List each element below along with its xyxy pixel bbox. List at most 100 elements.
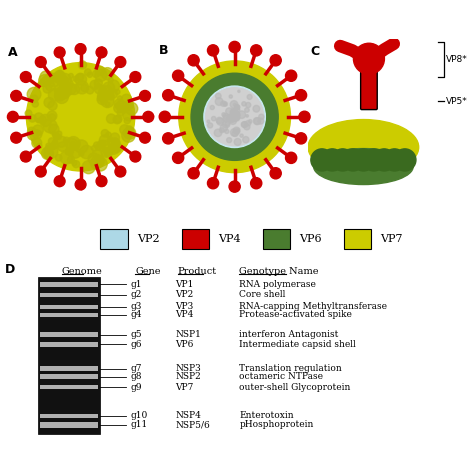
Circle shape — [222, 120, 230, 128]
Circle shape — [40, 71, 54, 84]
Circle shape — [96, 47, 107, 58]
Circle shape — [235, 107, 238, 110]
Circle shape — [234, 112, 237, 114]
Circle shape — [332, 149, 354, 171]
Circle shape — [101, 94, 114, 108]
Circle shape — [66, 148, 73, 155]
Circle shape — [41, 120, 46, 125]
Circle shape — [117, 109, 124, 116]
Circle shape — [234, 112, 240, 118]
Circle shape — [223, 115, 230, 122]
Circle shape — [223, 102, 228, 106]
Circle shape — [57, 142, 67, 151]
Circle shape — [104, 148, 113, 157]
Circle shape — [230, 129, 238, 136]
Circle shape — [27, 127, 36, 135]
Text: A: A — [8, 46, 17, 60]
Circle shape — [208, 178, 219, 189]
Circle shape — [105, 148, 111, 154]
Circle shape — [126, 103, 133, 109]
Circle shape — [55, 91, 64, 101]
Circle shape — [32, 101, 38, 107]
Circle shape — [20, 151, 31, 162]
Circle shape — [8, 111, 18, 122]
Circle shape — [51, 142, 58, 149]
Bar — [40, 374, 98, 379]
Circle shape — [123, 109, 134, 121]
Circle shape — [39, 75, 50, 86]
Text: VP4: VP4 — [175, 311, 194, 319]
Circle shape — [354, 43, 384, 74]
Circle shape — [238, 90, 240, 93]
Circle shape — [94, 84, 104, 94]
Circle shape — [227, 116, 230, 120]
Circle shape — [238, 111, 246, 119]
Text: Enterotoxin: Enterotoxin — [239, 411, 294, 420]
Circle shape — [70, 142, 75, 147]
Circle shape — [254, 118, 261, 125]
Text: VP1: VP1 — [175, 280, 194, 289]
Circle shape — [233, 111, 237, 114]
Text: g2: g2 — [130, 290, 142, 299]
Circle shape — [233, 113, 236, 116]
Text: VP2: VP2 — [175, 290, 194, 299]
Circle shape — [25, 110, 32, 117]
Text: NSP4: NSP4 — [175, 411, 201, 420]
Bar — [40, 414, 98, 418]
Circle shape — [235, 129, 239, 134]
Circle shape — [55, 154, 62, 161]
Circle shape — [51, 144, 56, 150]
Text: Intermediate capsid shell: Intermediate capsid shell — [239, 340, 356, 349]
Circle shape — [242, 102, 246, 106]
Text: g11: g11 — [130, 420, 147, 430]
Circle shape — [222, 113, 226, 116]
Circle shape — [101, 130, 109, 137]
Circle shape — [108, 80, 119, 92]
Circle shape — [234, 138, 241, 146]
Circle shape — [130, 71, 141, 82]
Text: g4: g4 — [130, 311, 142, 319]
Circle shape — [90, 80, 100, 90]
Circle shape — [259, 114, 264, 120]
Circle shape — [248, 120, 252, 123]
Circle shape — [251, 45, 262, 56]
Bar — [40, 386, 98, 389]
Circle shape — [108, 143, 119, 154]
Circle shape — [233, 127, 240, 134]
Circle shape — [214, 129, 222, 136]
Circle shape — [219, 128, 224, 133]
Circle shape — [27, 87, 41, 101]
Circle shape — [79, 61, 87, 69]
Circle shape — [208, 45, 219, 56]
Text: RNA polymerase: RNA polymerase — [239, 280, 316, 289]
Text: VP7: VP7 — [380, 234, 402, 244]
Circle shape — [49, 114, 56, 121]
Circle shape — [229, 117, 237, 125]
Circle shape — [36, 166, 46, 177]
Circle shape — [224, 103, 227, 106]
Circle shape — [101, 68, 114, 80]
Bar — [38, 277, 100, 434]
Circle shape — [230, 109, 237, 116]
Text: g10: g10 — [130, 411, 147, 420]
Circle shape — [229, 119, 234, 123]
Circle shape — [235, 105, 240, 109]
Circle shape — [75, 44, 86, 55]
Bar — [40, 313, 98, 317]
Text: B: B — [159, 44, 169, 57]
Circle shape — [29, 114, 36, 122]
Circle shape — [231, 114, 237, 121]
Circle shape — [99, 141, 110, 152]
Bar — [40, 366, 98, 371]
Circle shape — [188, 168, 199, 179]
Circle shape — [65, 83, 76, 94]
Circle shape — [97, 140, 106, 148]
Circle shape — [62, 78, 73, 90]
Circle shape — [229, 115, 234, 120]
Circle shape — [270, 55, 281, 66]
Circle shape — [114, 115, 122, 123]
Circle shape — [258, 118, 264, 124]
Circle shape — [20, 71, 31, 82]
Text: VP8*: VP8* — [447, 55, 468, 64]
Circle shape — [103, 82, 115, 94]
